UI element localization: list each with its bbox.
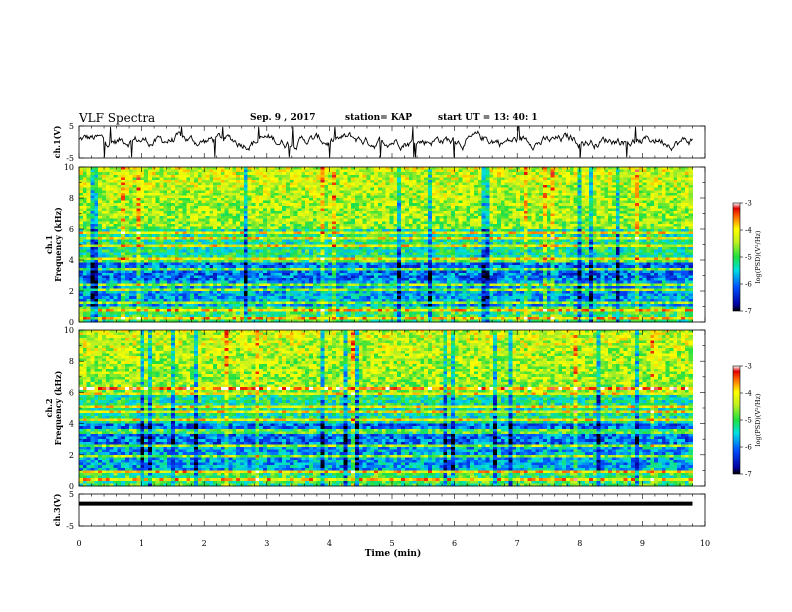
colorbar-tick-label: -4 [745, 390, 752, 398]
ch1-spectrogram-ytick-label: 10 [64, 163, 74, 172]
ch1-waveform-ytick-label: 5 [69, 122, 74, 131]
ch1-spectrogram-cells [79, 167, 693, 323]
ch3-waveform-ytick-label: 5 [69, 490, 74, 499]
ch3-waveform-ylabel: ch.3(V) [52, 493, 62, 526]
ch2-spectrogram-ytick-label: 10 [64, 326, 74, 335]
colorbar-tick-label: -6 [745, 444, 752, 452]
time-axis: Time (min) 0 1 2 3 4 5 6 7 8 9 10 [76, 539, 710, 559]
ch2-spectrogram-ytick-label: 0 [69, 482, 74, 491]
ch2-spectrogram-ytick-label: 8 [69, 357, 74, 366]
ch1-spectrogram-ylabel: ch.1Frequency (kHz) [44, 207, 63, 282]
time-tick-label: 9 [640, 539, 645, 548]
colorbar-tick-label: -7 [745, 471, 752, 479]
start-time-label: start UT = 13: 40: 1 [438, 113, 538, 123]
time-tick-label: 5 [389, 539, 394, 548]
ch1-waveform-ylabel: ch.1(V) [52, 125, 62, 158]
ch1-spectrogram-ytick-label: 4 [69, 256, 74, 265]
date-label: Sep. 9 , 2017 [250, 113, 316, 123]
colorbar-tick-label: -3 [745, 363, 752, 371]
ch2-spectrogram-panel: -3 -4 -5 -6 -7 log(PSD)(V²/Hz) 0 2 4 6 8 10 ch.2Freq… [44, 326, 762, 491]
ch3-waveform-ytick-label: -5 [66, 522, 74, 531]
ch2-spectrogram-ytick-label: 6 [69, 388, 74, 397]
ch1-spectrogram-ytick-label: 8 [69, 194, 74, 203]
time-tick-label: 4 [327, 539, 332, 548]
colorbar-tick-label: -5 [745, 254, 752, 262]
ch1-waveform-ytick-label: -5 [66, 154, 74, 163]
time-tick-label: 3 [264, 539, 269, 548]
time-tick-label: 10 [700, 539, 710, 548]
time-tick-label: 7 [515, 539, 520, 548]
ch2-spectrogram-colorbar: -3 -4 -5 -6 -7 log(PSD)(V²/Hz) [732, 363, 762, 479]
ch1-spectrogram-ytick-label: 0 [69, 318, 74, 327]
time-axis-label: Time (min) [365, 548, 422, 559]
time-tick-label: 2 [202, 539, 207, 548]
colorbar-tick-label: -3 [745, 200, 752, 208]
colorbar-tick-label: -6 [745, 281, 752, 289]
chart-title: VLF Spectra [79, 111, 155, 125]
time-tick-label: 1 [139, 539, 144, 548]
ch2-spectrogram-cells [79, 330, 693, 487]
ch1-spectrogram-ytick-label: 6 [69, 225, 74, 234]
time-tick-label: 6 [452, 539, 457, 548]
ch2-spectrogram-ytick-label: 2 [69, 451, 74, 460]
station-label: station= KAP [345, 113, 412, 123]
time-tick-label: 8 [577, 539, 582, 548]
ch3-waveform-panel: 5 -5 ch.3(V) [52, 490, 706, 531]
ch1-waveform-panel: 5 -5 ch.1(V) [52, 122, 706, 163]
ch2-spectrogram-ylabel: ch.2Frequency (kHz) [44, 370, 63, 445]
ch1-spectrogram-panel: -3 -4 -5 -6 -7 log(PSD)(V²/Hz) 0 2 4 6 8 10 ch.1Freq… [44, 163, 762, 327]
ch1-spectrogram-colorbar: -3 -4 -5 -6 -7 log(PSD)(V²/Hz) [732, 200, 762, 316]
colorbar-tick-label: -7 [745, 308, 752, 316]
colorbar-label: log(PSD)(V²/Hz) [754, 230, 762, 283]
time-tick-label: 0 [76, 539, 81, 548]
ch2-spectrogram-ytick-label: 4 [69, 420, 74, 429]
colorbar-tick-label: -5 [745, 417, 752, 425]
colorbar-tick-label: -4 [745, 227, 752, 235]
ch1-waveform-trace [78, 126, 693, 158]
ch1-spectrogram-ytick-label: 2 [69, 287, 74, 296]
colorbar-label: log(PSD)(V²/Hz) [754, 393, 762, 446]
